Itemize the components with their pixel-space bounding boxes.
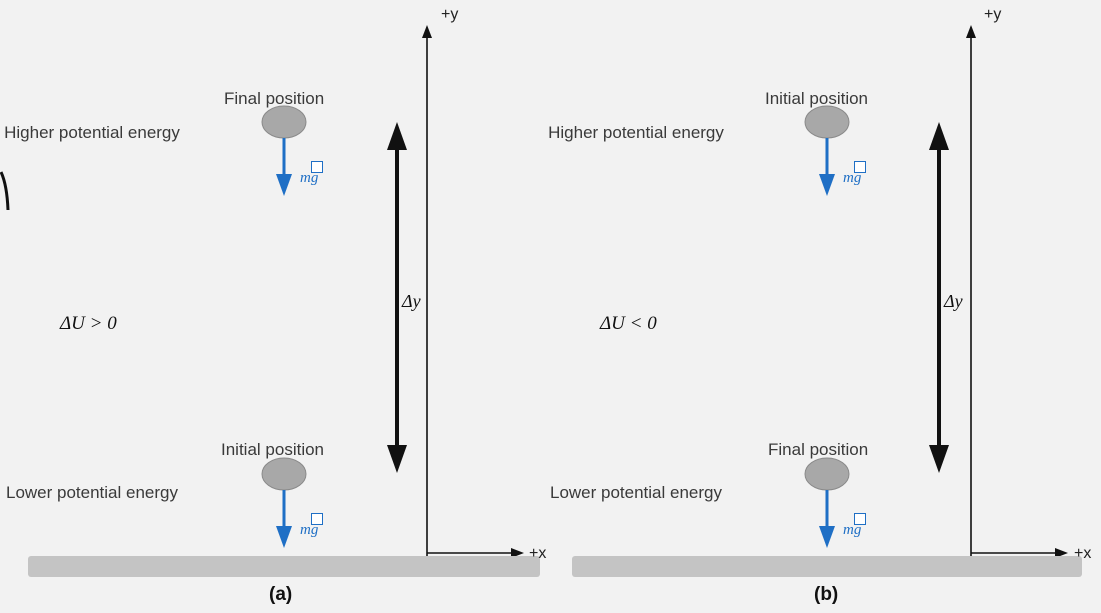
delta-y-arrowhead-bottom (387, 445, 407, 473)
delta-y-label: Δy (944, 291, 963, 311)
bottom-ball (804, 457, 850, 491)
panel-b-graphics (804, 25, 1068, 570)
delta-y-arrowhead-top (387, 122, 407, 150)
top-position-label: Final position (224, 89, 325, 108)
y-axis-label: +y (984, 6, 1002, 23)
top-force-label: mg (843, 170, 862, 186)
bottom-position-label: Initial position (221, 440, 325, 459)
bottom-force-arrowhead (276, 526, 292, 548)
panel-caption: (a) (269, 584, 293, 605)
higher-energy-label: Higher potential energy (4, 123, 180, 142)
y-axis-arrowhead (966, 25, 976, 38)
x-axis-arrowhead (511, 548, 524, 558)
top-ball (804, 105, 850, 139)
higher-energy-label: Higher potential energy (548, 123, 724, 142)
panel-caption: (b) (814, 584, 839, 605)
ground (28, 556, 540, 577)
lower-energy-label: Lower potential energy (549, 483, 722, 502)
bottom-force-label: mg (843, 522, 862, 538)
bottom-position-label: Final position (768, 440, 869, 459)
top-force-vector-box (854, 161, 866, 173)
top-force-arrowhead (819, 174, 835, 196)
panel-a-graphics (261, 25, 524, 570)
bottom-force-vector-box (311, 513, 323, 525)
ground (572, 556, 1082, 577)
bottom-force-label: mg (300, 522, 319, 538)
delta-u-label: ΔU < 0 (600, 313, 657, 334)
panel-b: +y +x Initial position Final position Hi… (544, 0, 1092, 613)
top-ball (261, 105, 307, 139)
bottom-ball (261, 457, 307, 491)
y-axis-label: +y (441, 6, 459, 23)
delta-y-arrowhead-top (929, 122, 949, 150)
edge-curve-mark (0, 171, 10, 211)
top-force-vector-box (311, 161, 323, 173)
y-axis-arrowhead (422, 25, 432, 38)
x-axis-arrowhead (1055, 548, 1068, 558)
delta-u-label: ΔU > 0 (60, 313, 117, 334)
top-force-arrowhead (276, 174, 292, 196)
bottom-force-arrowhead (819, 526, 835, 548)
top-position-label: Initial position (765, 89, 869, 108)
delta-y-label: Δy (402, 291, 421, 311)
x-axis-label: +x (529, 545, 547, 562)
bottom-force-vector-box (854, 513, 866, 525)
x-axis-label: +x (1074, 545, 1092, 562)
delta-y-arrowhead-bottom (929, 445, 949, 473)
lower-energy-label: Lower potential energy (5, 483, 178, 502)
top-force-label: mg (300, 170, 319, 186)
panel-a: +y +x Final position Initial position Hi… (0, 0, 547, 613)
